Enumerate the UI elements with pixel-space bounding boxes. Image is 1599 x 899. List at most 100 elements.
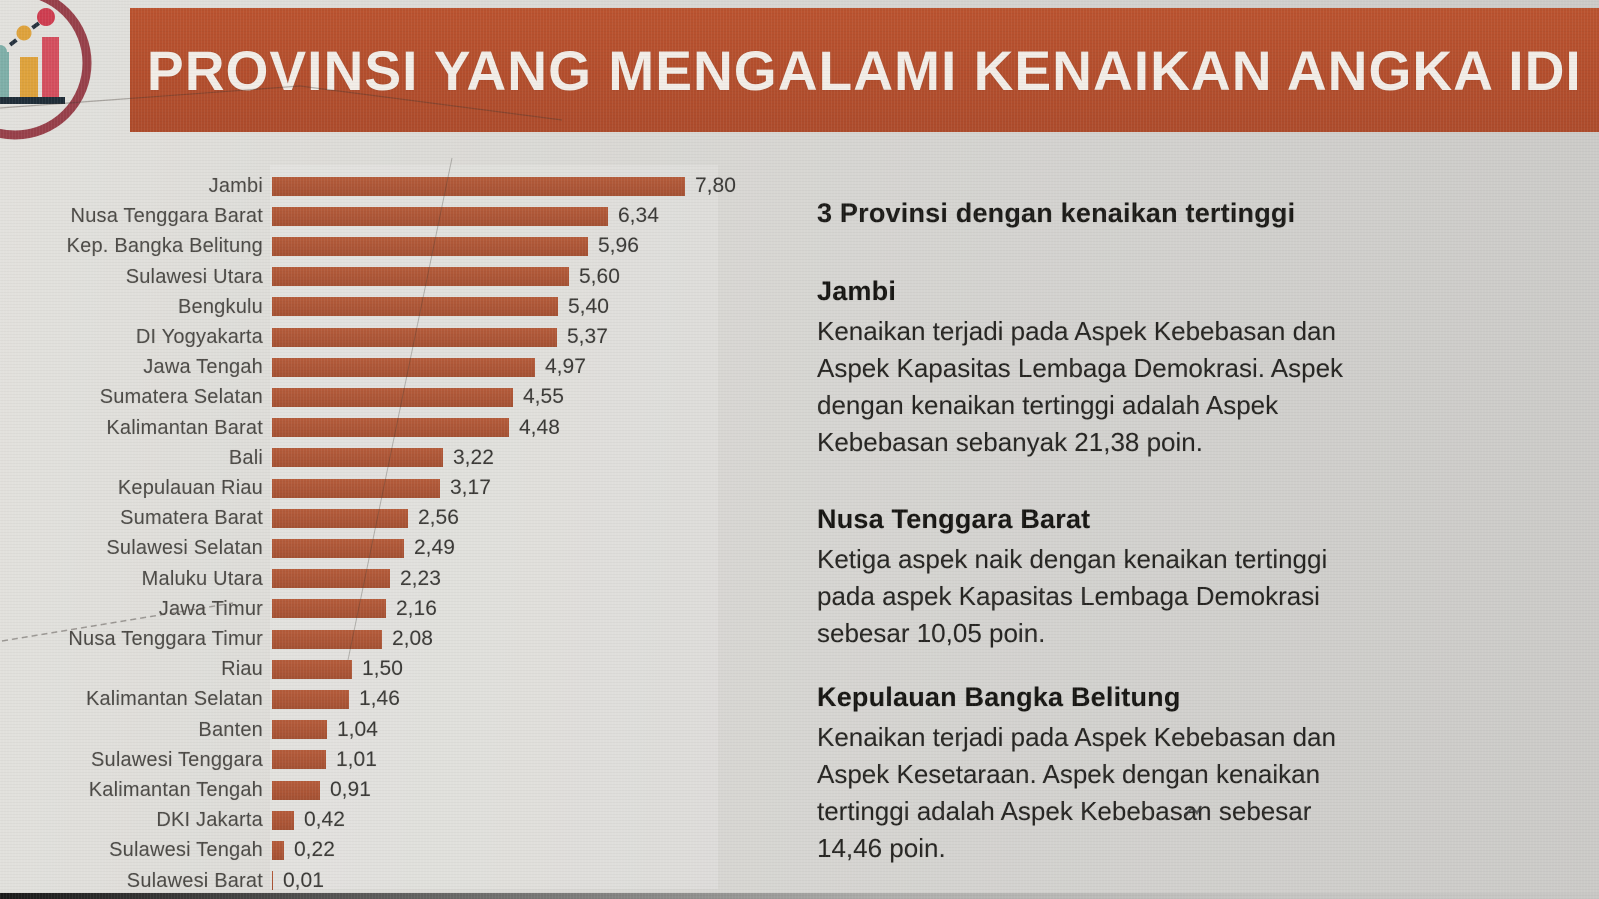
province-section: Nusa Tenggara Barat Ketiga aspek naik den… (817, 504, 1457, 652)
bar-value: 0,91 (330, 778, 371, 801)
bar-value: 1,04 (337, 717, 378, 741)
bar (272, 871, 273, 891)
bar-label: Nusa Tenggara Barat (70, 205, 263, 228)
bar-value: 2,49 (414, 536, 455, 560)
bar (272, 538, 404, 558)
province-section-text-line: Aspek Kesetaraan. Aspek dengan kenaikan (817, 759, 1321, 789)
bar (272, 448, 443, 468)
bar-value: 5,60 (579, 264, 620, 288)
bar (272, 689, 349, 709)
bar-label: Nusa Tenggara Timur (68, 628, 263, 650)
bar-value: 0,42 (304, 808, 345, 832)
bar (272, 569, 390, 589)
bar (272, 599, 386, 619)
bar-label: Sulawesi Selatan (106, 537, 263, 560)
bar-label: Jawa Tengah (143, 356, 263, 379)
rising-bar-chart-logo (0, 0, 92, 140)
province-section-text-line: 14,46 poin. (817, 833, 946, 863)
bar-label: DKI Jakarta (156, 809, 263, 832)
slide-title: PROVINSI YANG MENGALAMI KENAIKAN ANGKA I… (147, 38, 1582, 102)
bar-value: 3,22 (453, 445, 494, 469)
logo-teal-dot (0, 45, 7, 59)
province-section-text-line: sebesar 10,05 poin. (817, 618, 1046, 648)
logo-red-bar-icon (42, 37, 59, 97)
bar-value: 2,56 (418, 506, 459, 530)
logo-teal-bar-icon (0, 52, 9, 97)
bar-label: Sulawesi Tenggara (90, 748, 263, 771)
province-section-text-line: Kenaikan terjadi pada Aspek Kebebasan da… (817, 722, 1336, 752)
province-section-text-line: Ketiga aspek naik dengan kenaikan tertin… (817, 544, 1328, 574)
bar-value: 4,55 (523, 385, 564, 409)
bar (272, 750, 326, 770)
province-section-title: Kepulauan Bangka Belitung (817, 682, 1181, 712)
logo-amber-bar-icon (20, 57, 38, 97)
bar-value: 6,34 (618, 204, 659, 228)
province-section: Jambi Kenaikan terjadi pada Aspek Kebebas… (817, 276, 1457, 461)
bar-value: 2,16 (396, 596, 437, 620)
bar (272, 478, 440, 498)
bar-label: Kepulauan Riau (117, 477, 263, 499)
bar-value: 0,22 (294, 838, 335, 862)
province-section-text-line: Kenaikan terjadi pada Aspek Kebebasan da… (817, 316, 1336, 346)
province-section-text-line: Aspek Kapasitas Lembaga Demokrasi. Aspek (817, 353, 1344, 383)
logo-arc-icon (0, 0, 92, 140)
bar (272, 629, 382, 649)
bar-label: Jawa Timur (158, 597, 263, 620)
bar-label: Kalimantan Barat (106, 416, 263, 439)
bar-value: 1,50 (362, 657, 403, 681)
bar-label: Sumatera Barat (120, 507, 263, 530)
bar-label: Kep. Bangka Belitung (66, 235, 263, 258)
title-banner: PROVINSI YANG MENGALAMI KENAIKAN ANGKA I… (130, 8, 1599, 132)
bar-label: Bali (228, 446, 263, 469)
bar (272, 720, 327, 740)
bar (272, 327, 557, 347)
bar (272, 206, 608, 226)
province-section-text-line: Kebebasan sebanyak 21,38 poin. (817, 427, 1203, 457)
bar (272, 418, 509, 438)
province-section: Kepulauan Bangka Belitung Kenaikan terjad… (817, 682, 1457, 867)
province-section-title: Jambi (817, 276, 897, 306)
logo-amber-dot (16, 25, 32, 41)
bar (272, 176, 685, 196)
bar-label: Sulawesi Barat (126, 869, 263, 892)
bar-label: Riau (221, 658, 263, 681)
bar-value: 1,01 (336, 747, 377, 771)
bar (272, 659, 352, 679)
bar (272, 508, 408, 528)
bar (272, 297, 558, 317)
bar-label: Maluku Utara (141, 567, 263, 590)
bar-value: 4,48 (519, 415, 560, 439)
logo-red-dot (37, 8, 55, 26)
bar-label: DI Yogyakarta (135, 326, 263, 348)
bar-value: 7,80 (695, 174, 736, 197)
bar (272, 357, 535, 377)
bar-value: 5,40 (568, 294, 609, 318)
bar (272, 780, 320, 800)
bar-label: Bengkulu (178, 295, 263, 318)
bar-label: Jambi (208, 175, 263, 197)
bar-value: 3,17 (450, 476, 491, 499)
bar-value: 1,46 (359, 687, 400, 711)
province-section-title: Nusa Tenggara Barat (817, 504, 1091, 534)
bar-label: Sumatera Selatan (99, 386, 263, 409)
bar-value: 2,08 (392, 627, 433, 650)
panel-heading: 3 Provinsi dengan kenaikan tertinggi (817, 198, 1296, 228)
province-section-text-line: dengan kenaikan tertinggi adalah Aspek (817, 390, 1279, 420)
bar-value: 5,96 (598, 234, 639, 258)
bar (272, 236, 588, 256)
bar (272, 810, 294, 830)
photo-bottom-edge (0, 893, 1599, 899)
bar (272, 840, 284, 860)
bar-label: Kalimantan Selatan (85, 688, 263, 711)
bar-label: Kalimantan Tengah (88, 779, 263, 801)
bar-value: 4,97 (545, 355, 586, 379)
bar-label: Sulawesi Utara (125, 265, 263, 288)
logo-baseline (0, 97, 65, 104)
bar-label: Sulawesi Tengah (109, 839, 263, 862)
bar (272, 387, 513, 407)
province-section-text-line: pada aspek Kapasitas Lembaga Demokrasi (817, 581, 1320, 611)
bar-value: 5,37 (567, 325, 608, 348)
bar (272, 267, 569, 287)
province-section-text-line: tertinggi adalah Aspek Kebebasan sebesar (817, 796, 1312, 826)
